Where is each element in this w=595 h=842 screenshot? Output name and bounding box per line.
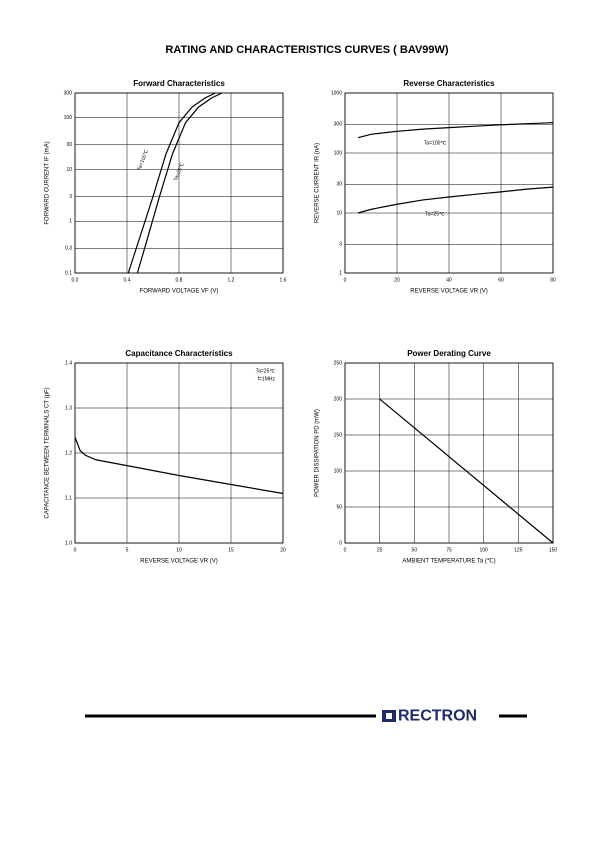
chart-title: Forward Characteristics xyxy=(133,79,225,88)
y-tick-label: 1.4 xyxy=(65,360,72,366)
y-tick-label: 1 xyxy=(339,270,342,276)
series-line xyxy=(74,437,284,495)
series-label: Ta=25℃ xyxy=(173,162,186,183)
y-tick-label: 1.0 xyxy=(65,540,72,546)
x-tick-label: 20 xyxy=(394,277,400,283)
y-axis-label: REVERSE CURRENT IR (nA) xyxy=(315,143,321,223)
y-tick-label: 1.3 xyxy=(65,405,72,411)
y-axis-label: CAPACITANCE BETWEEN TERMINALS CT (pF) xyxy=(45,387,51,518)
series-line xyxy=(379,398,554,544)
x-axis-label: REVERSE VOLTAGE VR (V) xyxy=(410,289,487,295)
y-tick-label: 0.3 xyxy=(65,246,72,252)
chart-title: Reverse Characteristics xyxy=(403,79,495,88)
x-tick-label: 50 xyxy=(412,547,418,553)
x-tick-label: 10 xyxy=(176,547,182,553)
series-label: Ta=25℃ xyxy=(425,211,445,217)
y-tick-label: 100 xyxy=(64,115,73,121)
y-axis-label: FORWARD CURRENT IF (mA) xyxy=(45,141,51,224)
y-tick-label: 100 xyxy=(334,468,343,474)
y-tick-label: 3 xyxy=(69,194,72,200)
y-tick-label: 300 xyxy=(64,90,73,96)
x-tick-label: 125 xyxy=(514,547,523,553)
x-tick-label: 60 xyxy=(498,277,504,283)
x-tick-label: 0 xyxy=(344,277,347,283)
y-tick-label: 1000 xyxy=(331,90,342,96)
y-tick-label: 1.2 xyxy=(65,450,72,456)
x-tick-label: 0 xyxy=(344,547,347,553)
y-tick-label: 300 xyxy=(334,122,343,128)
y-tick-label: 10 xyxy=(66,167,72,173)
x-tick-label: 80 xyxy=(550,277,556,283)
x-tick-label: 0 xyxy=(74,547,77,553)
x-tick-label: 5 xyxy=(126,547,129,553)
y-tick-label: 0.1 xyxy=(65,270,72,276)
logo-icon-inner xyxy=(386,713,392,719)
x-tick-label: 75 xyxy=(446,547,452,553)
series-line xyxy=(127,92,216,274)
y-tick-label: 200 xyxy=(334,396,343,402)
series-label: Ta=100℃ xyxy=(424,140,447,146)
series-line xyxy=(357,186,554,214)
x-tick-label: 0.4 xyxy=(124,277,131,283)
series-line xyxy=(136,92,223,274)
x-axis-label: AMBIENT TEMPERATURE Ta (℃) xyxy=(402,559,495,565)
x-tick-label: 40 xyxy=(446,277,452,283)
y-tick-label: 150 xyxy=(334,432,343,438)
y-tick-label: 1 xyxy=(69,219,72,225)
series-line xyxy=(357,122,554,139)
x-axis-label: REVERSE VOLTAGE VR (V) xyxy=(140,559,217,565)
y-tick-label: 3 xyxy=(339,242,342,248)
x-tick-label: 0.0 xyxy=(72,277,79,283)
y-axis-label: POWER DISSIPATION PD (mW) xyxy=(315,409,321,497)
x-tick-label: 1.2 xyxy=(228,277,235,283)
annotation: Ta=25℃ xyxy=(256,368,276,374)
x-tick-label: 25 xyxy=(377,547,383,553)
x-tick-label: 1.6 xyxy=(280,277,287,283)
series-label: Ta=100℃ xyxy=(136,148,150,171)
chart-title: Power Derating Curve xyxy=(407,349,491,358)
x-tick-label: 100 xyxy=(479,547,488,553)
y-tick-label: 30 xyxy=(66,142,72,148)
page-title: RATING AND CHARACTERISTICS CURVES ( BAV9… xyxy=(165,44,448,56)
x-tick-label: 15 xyxy=(228,547,234,553)
y-tick-label: 30 xyxy=(336,182,342,188)
y-tick-label: 50 xyxy=(336,504,342,510)
x-tick-label: 0.8 xyxy=(176,277,183,283)
x-axis-label: FORWARD VOLTAGE VF (V) xyxy=(140,289,219,295)
y-tick-label: 100 xyxy=(334,150,343,156)
x-tick-label: 150 xyxy=(549,547,558,553)
y-tick-label: 1.1 xyxy=(65,495,72,501)
x-tick-label: 20 xyxy=(280,547,286,553)
y-tick-label: 10 xyxy=(336,210,342,216)
logo: RECTRON xyxy=(398,708,477,725)
annotation: f=1MHz xyxy=(258,376,276,382)
chart-title: Capacitance Characteristics xyxy=(125,349,233,358)
y-tick-label: 0 xyxy=(339,540,342,546)
y-tick-label: 250 xyxy=(334,360,343,366)
